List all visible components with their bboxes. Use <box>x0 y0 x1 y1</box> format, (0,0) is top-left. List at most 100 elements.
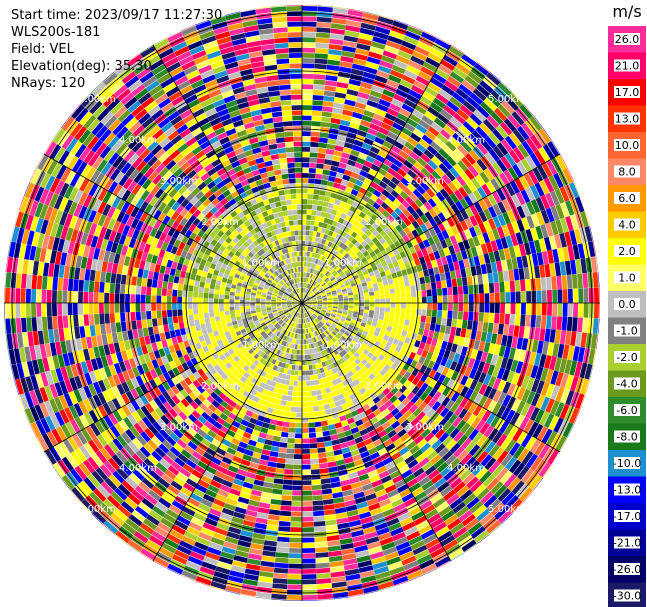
velocity-gate <box>259 565 275 573</box>
velocity-gate <box>299 308 302 313</box>
velocity-gate <box>383 284 390 290</box>
velocity-gate <box>356 348 363 355</box>
velocity-gate <box>411 308 417 315</box>
velocity-gate <box>272 578 288 584</box>
velocity-gate <box>573 303 579 318</box>
velocity-gate <box>333 303 339 305</box>
velocity-gate <box>323 90 336 97</box>
velocity-gate <box>262 486 273 494</box>
velocity-gate <box>311 479 322 485</box>
velocity-gate <box>324 371 330 377</box>
velocity-gate <box>514 414 525 428</box>
velocity-gate <box>437 37 451 46</box>
velocity-gate <box>401 450 413 461</box>
velocity-gate <box>374 310 380 316</box>
velocity-gate <box>332 297 338 300</box>
velocity-gate <box>419 391 429 402</box>
velocity-gate <box>264 476 275 483</box>
velocity-gate <box>362 330 369 336</box>
velocity-gate <box>468 303 474 312</box>
velocity-gate <box>373 408 382 417</box>
velocity-gate <box>253 424 262 432</box>
velocity-gate <box>356 406 365 415</box>
velocity-gate <box>499 121 513 136</box>
velocity-gate <box>317 299 323 302</box>
velocity-gate <box>472 504 487 518</box>
velocity-gate <box>313 374 319 380</box>
velocity-gate <box>309 147 319 153</box>
velocity-gate <box>468 165 479 178</box>
velocity-gate <box>287 331 291 337</box>
velocity-gate <box>440 109 453 121</box>
velocity-gate <box>306 391 312 397</box>
velocity-gate <box>475 419 486 432</box>
velocity-gate <box>431 194 441 205</box>
velocity-gate <box>453 163 464 175</box>
velocity-gate <box>458 303 464 312</box>
velocity-gate <box>392 260 399 268</box>
velocity-gate <box>500 357 509 369</box>
velocity-gate <box>590 256 598 273</box>
velocity-gate <box>312 326 316 332</box>
velocity-gate <box>387 193 396 203</box>
velocity-gate <box>336 312 342 316</box>
velocity-gate <box>343 104 355 112</box>
velocity-gate <box>308 427 316 433</box>
velocity-gate <box>261 388 269 396</box>
velocity-gate <box>550 370 559 385</box>
velocity-gate <box>448 262 455 272</box>
velocity-gate <box>383 218 391 227</box>
velocity-gate <box>322 298 328 301</box>
velocity-gate <box>387 321 394 328</box>
velocity-gate <box>172 554 188 565</box>
velocity-gate <box>316 259 321 265</box>
velocity-gate <box>334 422 343 429</box>
velocity-gate <box>351 361 358 368</box>
velocity-gate <box>423 446 435 457</box>
velocity-gate <box>461 276 468 286</box>
velocity-gate <box>279 515 291 522</box>
velocity-gate <box>452 286 458 295</box>
velocity-gate <box>353 294 359 298</box>
velocity-gate <box>391 227 399 236</box>
velocity-gate <box>559 261 567 276</box>
velocity-gate <box>337 206 345 213</box>
velocity-gate <box>550 385 560 400</box>
velocity-gate <box>409 113 421 124</box>
velocity-gate <box>350 426 360 435</box>
velocity-gate <box>413 161 424 172</box>
velocity-gate <box>250 400 258 408</box>
velocity-gate <box>310 285 314 291</box>
velocity-gate <box>277 536 290 543</box>
velocity-gate <box>302 225 307 231</box>
velocity-gate <box>361 114 373 123</box>
velocity-gate <box>350 189 359 196</box>
velocity-gate <box>327 327 333 333</box>
velocity-gate <box>335 194 343 201</box>
velocity-gate <box>551 451 561 466</box>
velocity-gate <box>466 96 480 109</box>
velocity-gate <box>292 490 302 496</box>
velocity-gate <box>538 443 551 459</box>
velocity-gate <box>476 61 490 72</box>
velocity-gate <box>245 410 254 417</box>
velocity-gate <box>306 305 312 308</box>
velocity-gate <box>253 447 263 454</box>
velocity-gate <box>382 50 398 60</box>
velocity-gate <box>306 297 311 301</box>
velocity-gate <box>389 267 396 274</box>
velocity-gate <box>315 324 319 330</box>
velocity-gate <box>302 344 305 350</box>
velocity-gate <box>562 421 574 438</box>
velocity-gate <box>494 86 509 100</box>
velocity-gate <box>348 300 354 303</box>
velocity-gate <box>331 17 347 25</box>
velocity-gate <box>360 516 373 525</box>
velocity-gate <box>192 546 207 556</box>
velocity-gate <box>482 397 493 410</box>
velocity-gate <box>548 415 560 431</box>
velocity-gate <box>431 170 442 181</box>
velocity-gate <box>313 79 326 85</box>
velocity-gate <box>418 457 430 468</box>
velocity-gate <box>276 420 284 427</box>
